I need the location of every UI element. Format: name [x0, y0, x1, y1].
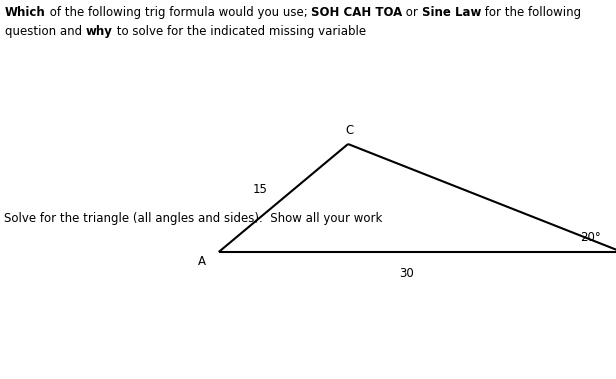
Text: question and: question and: [5, 25, 86, 38]
Text: 20°: 20°: [580, 232, 601, 244]
Text: 15: 15: [253, 183, 268, 196]
Text: of the following trig formula would you use;: of the following trig formula would you …: [46, 6, 311, 19]
Text: SOH CAH TOA: SOH CAH TOA: [311, 6, 402, 19]
Text: C: C: [346, 124, 354, 137]
Text: or: or: [402, 6, 422, 19]
Text: for the following: for the following: [482, 6, 582, 19]
Text: A: A: [198, 255, 206, 268]
Text: 30: 30: [399, 267, 414, 280]
Text: Which: Which: [5, 6, 46, 19]
Text: Solve for the triangle (all angles and sides).  Show all your work: Solve for the triangle (all angles and s…: [4, 212, 383, 225]
Text: why: why: [86, 25, 113, 38]
Text: to solve for the indicated missing variable: to solve for the indicated missing varia…: [113, 25, 366, 38]
Text: Sine Law: Sine Law: [422, 6, 482, 19]
